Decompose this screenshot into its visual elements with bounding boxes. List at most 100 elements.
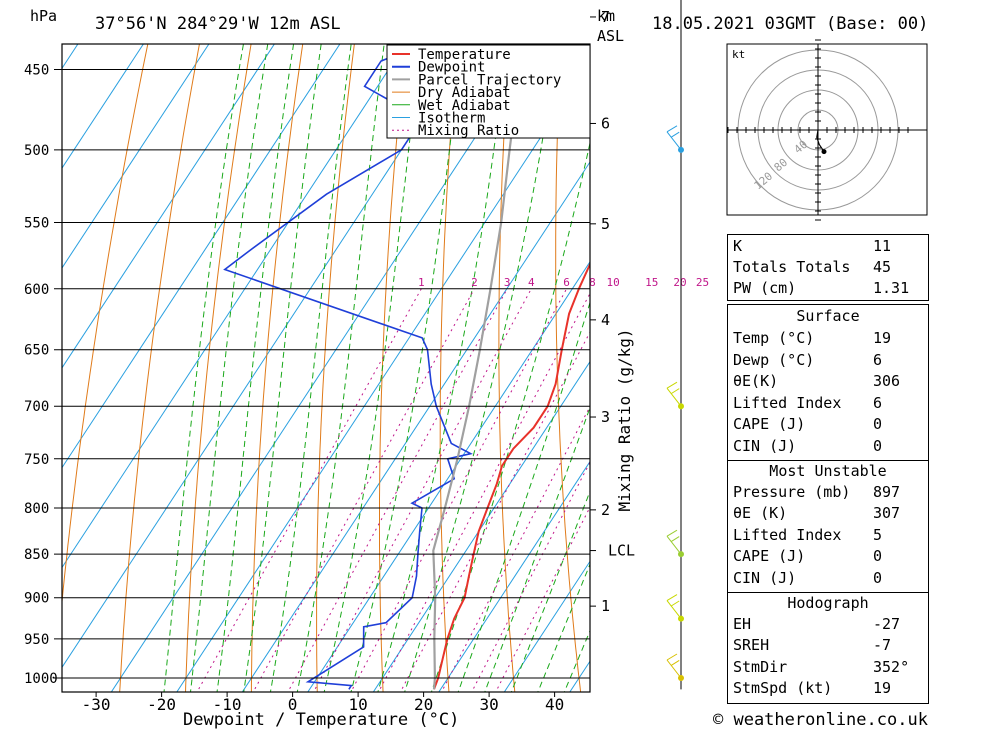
index-row: CAPE (J) 0 [728, 546, 928, 567]
isotherm-line [62, 44, 210, 269]
mixing-ratio-line [350, 288, 568, 692]
legend-entry: Wet Adiabat [418, 98, 511, 114]
dry-adiabat-line [250, 44, 304, 692]
index-value: 306 [873, 372, 901, 391]
mixing-ratio-label: 8 [589, 276, 596, 289]
pressure-tick-label: 800 [24, 501, 49, 517]
index-row: CIN (J) 0 [728, 568, 928, 589]
dry-adiabat-line [185, 44, 252, 692]
asl-label: ASL [597, 27, 625, 45]
plot-area [62, 0, 1000, 715]
index-label: θE (K) [733, 504, 788, 523]
index-label: EH [733, 614, 752, 633]
index-label: Dewp (°C) [733, 350, 815, 369]
isotherm-line [438, 460, 590, 692]
height-tick-label: 4 [601, 311, 610, 329]
credit-text: © weatheronline.co.uk [713, 710, 928, 730]
index-value: 0 [873, 437, 883, 455]
height-tick-label: 5 [601, 215, 610, 233]
index-label: PW (cm) [733, 279, 797, 297]
dry-adiabat-line [62, 44, 149, 607]
wind-barb-staff [666, 535, 682, 555]
mixing-ratio-label: 15 [645, 276, 658, 289]
index-row: Temp (°C) 19 [728, 328, 928, 349]
legend-box [386, 44, 591, 139]
isotherm-line [62, 44, 341, 469]
mixing-ratio-label: 4 [528, 276, 535, 289]
legend-entry: Dry Adiabat [418, 85, 511, 101]
height-tick-label: 7 [601, 8, 610, 26]
index-label: Temp (°C) [733, 329, 815, 347]
pressure-tick-label: 650 [24, 343, 49, 359]
height-tick-label: 6 [601, 114, 610, 132]
location-title: 37°56'N 284°29'W 12m ASL [95, 14, 341, 34]
index-row: StmDir 352° [728, 657, 928, 678]
index-value: 5 [873, 525, 883, 544]
index-row: Dewp (°C) 6 [728, 350, 928, 371]
index-label: CIN (J) [733, 437, 797, 455]
mixing-ratio-line [287, 288, 508, 692]
wind-barb-staff [666, 659, 682, 679]
x-tick-label: 40 [545, 695, 564, 714]
wind-barb-feather [670, 659, 680, 666]
index-label: Lifted Index [733, 393, 842, 412]
mixing-ratio-label: 3 [504, 276, 511, 289]
pressure-tick-label: 550 [24, 215, 49, 231]
wind-barb-feather [666, 594, 678, 602]
dry-adiabat-line [119, 44, 200, 692]
wind-barb [666, 653, 682, 679]
series-dewpoint [223, 44, 473, 690]
index-row: K 11 [728, 236, 928, 257]
isotherm-line [307, 260, 590, 692]
index-row: EH -27 [728, 614, 928, 635]
isotherm-line [62, 44, 144, 169]
index-row: PW (cm) 1.31 [728, 278, 928, 299]
mixing-ratio-label: 1 [418, 276, 425, 289]
x-tick-label: -20 [147, 695, 176, 714]
index-label: Totals Totals [733, 258, 851, 276]
mixing-ratio-line [495, 506, 590, 692]
index-value: 19 [873, 329, 892, 347]
wet-adiabat-line [350, 44, 463, 692]
x-tick-label: -10 [213, 695, 242, 714]
index-label: SREH [733, 636, 770, 655]
mixing-ratio-label: 2 [471, 276, 478, 289]
index-label: θE(K) [733, 372, 779, 391]
dry-adiabat-line [954, 0, 1000, 715]
index-row: Totals Totals 45 [728, 257, 928, 278]
legend-entry: Parcel Trajectory [418, 72, 561, 88]
index-value: 6 [873, 350, 883, 369]
series-parcel-trajectory [432, 44, 523, 690]
mixing-ratio-line [312, 288, 532, 692]
isotherm-line [62, 44, 472, 669]
legend-entry: Temperature [418, 47, 511, 63]
isotherm-line [110, 44, 537, 692]
index-label: StmSpd (kt) [733, 679, 833, 698]
index-row: StmSpd (kt) 19 [728, 678, 928, 699]
x-tick-label: 20 [414, 695, 433, 714]
pressure-tick-label: 600 [24, 282, 49, 298]
index-section-title: Surface [796, 307, 860, 325]
isotherm-line [62, 44, 275, 369]
wet-adiabat-line [269, 44, 352, 692]
wind-barb-feather [666, 125, 678, 133]
index-label: StmDir [733, 657, 788, 676]
wind-barb-feather [666, 653, 678, 661]
wet-adiabat-line [323, 44, 422, 692]
x-tick-label: 10 [348, 695, 367, 714]
x-tick-label: -30 [82, 695, 111, 714]
wind-barb-feather [670, 600, 680, 607]
isotherm-line [372, 360, 590, 692]
wind-barb [666, 125, 682, 151]
height-tick-label: 3 [601, 408, 610, 426]
isotherm-line [176, 61, 590, 692]
index-row: Pressure (mb) 897 [728, 482, 928, 503]
wet-adiabat-line [430, 140, 590, 692]
series-temperature [433, 261, 590, 690]
dry-adiabat-line [664, 0, 716, 715]
index-value: 352° [873, 657, 910, 676]
